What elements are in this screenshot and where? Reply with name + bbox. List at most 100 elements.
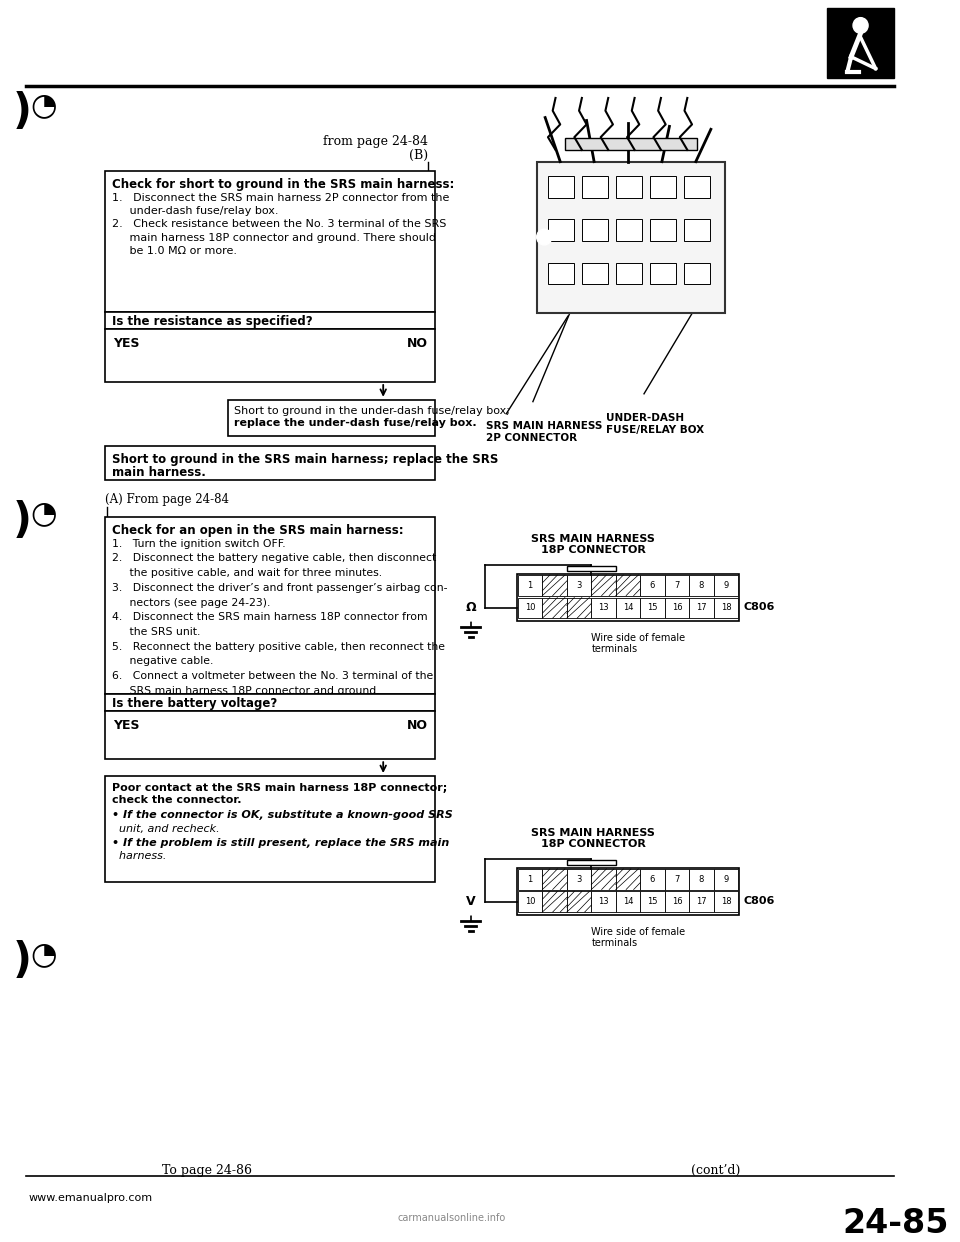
Bar: [582, 262, 609, 284]
Text: harness.: harness.: [112, 851, 166, 861]
Bar: [689, 575, 713, 596]
Text: 14: 14: [623, 897, 634, 907]
Text: main harness.: main harness.: [112, 466, 205, 479]
Bar: [106, 776, 435, 882]
Bar: [106, 693, 435, 712]
Text: 1.   Turn the ignition switch OFF.: 1. Turn the ignition switch OFF.: [112, 539, 286, 549]
Bar: [640, 597, 664, 619]
Bar: [566, 861, 615, 864]
Bar: [542, 575, 566, 596]
Bar: [615, 176, 642, 197]
Text: 1: 1: [527, 581, 533, 590]
Bar: [615, 597, 640, 619]
Text: (cont’d): (cont’d): [691, 1164, 740, 1177]
Text: ◔: ◔: [30, 499, 57, 529]
Text: unit, and recheck.: unit, and recheck.: [112, 823, 220, 833]
Text: the SRS unit.: the SRS unit.: [112, 627, 201, 637]
Bar: [713, 597, 738, 619]
Text: under-dash fuse/relay box.: under-dash fuse/relay box.: [112, 206, 278, 216]
Text: 7.   Turn the ignition switch ON (II) , and measure voltage.: 7. Turn the ignition switch ON (II) , an…: [112, 700, 428, 710]
Bar: [664, 892, 689, 912]
Text: • If the connector is OK, substitute a known-good SRS: • If the connector is OK, substitute a k…: [112, 810, 453, 820]
Bar: [640, 892, 664, 912]
Bar: [517, 575, 542, 596]
Text: NO: NO: [406, 719, 427, 732]
Bar: [640, 575, 664, 596]
Text: 1: 1: [527, 874, 533, 884]
Text: YES: YES: [113, 719, 139, 732]
Text: Wire side of female
terminals: Wire side of female terminals: [591, 927, 685, 949]
Bar: [228, 400, 435, 436]
Text: 17: 17: [696, 897, 707, 907]
Bar: [684, 220, 709, 241]
Text: Ω: Ω: [466, 601, 476, 615]
Bar: [650, 262, 676, 284]
Bar: [582, 176, 609, 197]
Bar: [516, 868, 739, 915]
Text: 3: 3: [576, 581, 582, 590]
Bar: [582, 220, 609, 241]
Text: 3: 3: [576, 874, 582, 884]
Text: 9: 9: [723, 874, 729, 884]
Bar: [591, 597, 615, 619]
Text: YES: YES: [113, 337, 139, 350]
Text: 6: 6: [650, 581, 655, 590]
Text: To page 24-86: To page 24-86: [162, 1164, 252, 1177]
Text: 14: 14: [623, 604, 634, 612]
Bar: [566, 869, 591, 889]
Text: (B): (B): [409, 149, 428, 161]
Text: Check for an open in the SRS main harness:: Check for an open in the SRS main harnes…: [112, 524, 403, 537]
Text: 3.   Disconnect the driver’s and front passenger’s airbag con-: 3. Disconnect the driver’s and front pas…: [112, 582, 447, 592]
Text: Wire side of female
terminals: Wire side of female terminals: [591, 633, 685, 655]
Text: 18: 18: [721, 897, 732, 907]
Text: ◔: ◔: [30, 940, 57, 970]
Bar: [689, 892, 713, 912]
Text: NO: NO: [406, 337, 427, 350]
Text: check the connector.: check the connector.: [112, 795, 242, 806]
Bar: [564, 138, 697, 150]
Text: (A) From page 24-84: (A) From page 24-84: [106, 493, 229, 505]
Text: 13: 13: [598, 604, 609, 612]
Text: 10: 10: [525, 604, 536, 612]
Text: 2.   Disconnect the battery negative cable, then disconnect: 2. Disconnect the battery negative cable…: [112, 554, 436, 564]
Bar: [566, 892, 591, 912]
Text: 6.   Connect a voltmeter between the No. 3 terminal of the: 6. Connect a voltmeter between the No. 3…: [112, 671, 433, 681]
Text: UNDER-DASH
FUSE/RELAY BOX: UNDER-DASH FUSE/RELAY BOX: [607, 414, 705, 435]
Circle shape: [459, 595, 483, 621]
Circle shape: [537, 230, 552, 245]
Text: replace the under-dash fuse/relay box.: replace the under-dash fuse/relay box.: [233, 419, 476, 428]
Bar: [713, 869, 738, 889]
Text: C806: C806: [744, 895, 775, 905]
Text: 6: 6: [650, 874, 655, 884]
Text: 1.   Disconnect the SRS main harness 2P connector from the: 1. Disconnect the SRS main harness 2P co…: [112, 193, 449, 202]
Text: 10: 10: [525, 897, 536, 907]
Bar: [591, 869, 615, 889]
Bar: [664, 575, 689, 596]
Bar: [516, 574, 739, 621]
Bar: [517, 869, 542, 889]
Bar: [827, 7, 895, 78]
Bar: [615, 892, 640, 912]
Bar: [689, 869, 713, 889]
Text: 5.   Reconnect the battery positive cable, then reconnect the: 5. Reconnect the battery positive cable,…: [112, 642, 445, 652]
Text: 18: 18: [721, 604, 732, 612]
Text: nectors (see page 24-23).: nectors (see page 24-23).: [112, 597, 271, 607]
Text: SRS main harness 18P connector and ground.: SRS main harness 18P connector and groun…: [112, 686, 379, 696]
Bar: [713, 892, 738, 912]
Text: 8: 8: [699, 874, 704, 884]
Bar: [650, 220, 676, 241]
Bar: [713, 575, 738, 596]
Text: 15: 15: [647, 897, 658, 907]
Bar: [106, 712, 435, 759]
Text: ): ): [13, 91, 33, 133]
Text: 16: 16: [672, 897, 683, 907]
Text: 2.   Check resistance between the No. 3 terminal of the SRS: 2. Check resistance between the No. 3 te…: [112, 220, 446, 230]
Text: Is the resistance as specified?: Is the resistance as specified?: [112, 315, 313, 328]
Bar: [548, 176, 574, 197]
Text: 24-85: 24-85: [843, 1207, 949, 1240]
Text: Short to ground in the SRS main harness; replace the SRS: Short to ground in the SRS main harness;…: [112, 452, 498, 466]
Bar: [664, 597, 689, 619]
Bar: [517, 892, 542, 912]
Circle shape: [853, 17, 868, 34]
Text: carmanualsonline.info: carmanualsonline.info: [397, 1212, 506, 1223]
